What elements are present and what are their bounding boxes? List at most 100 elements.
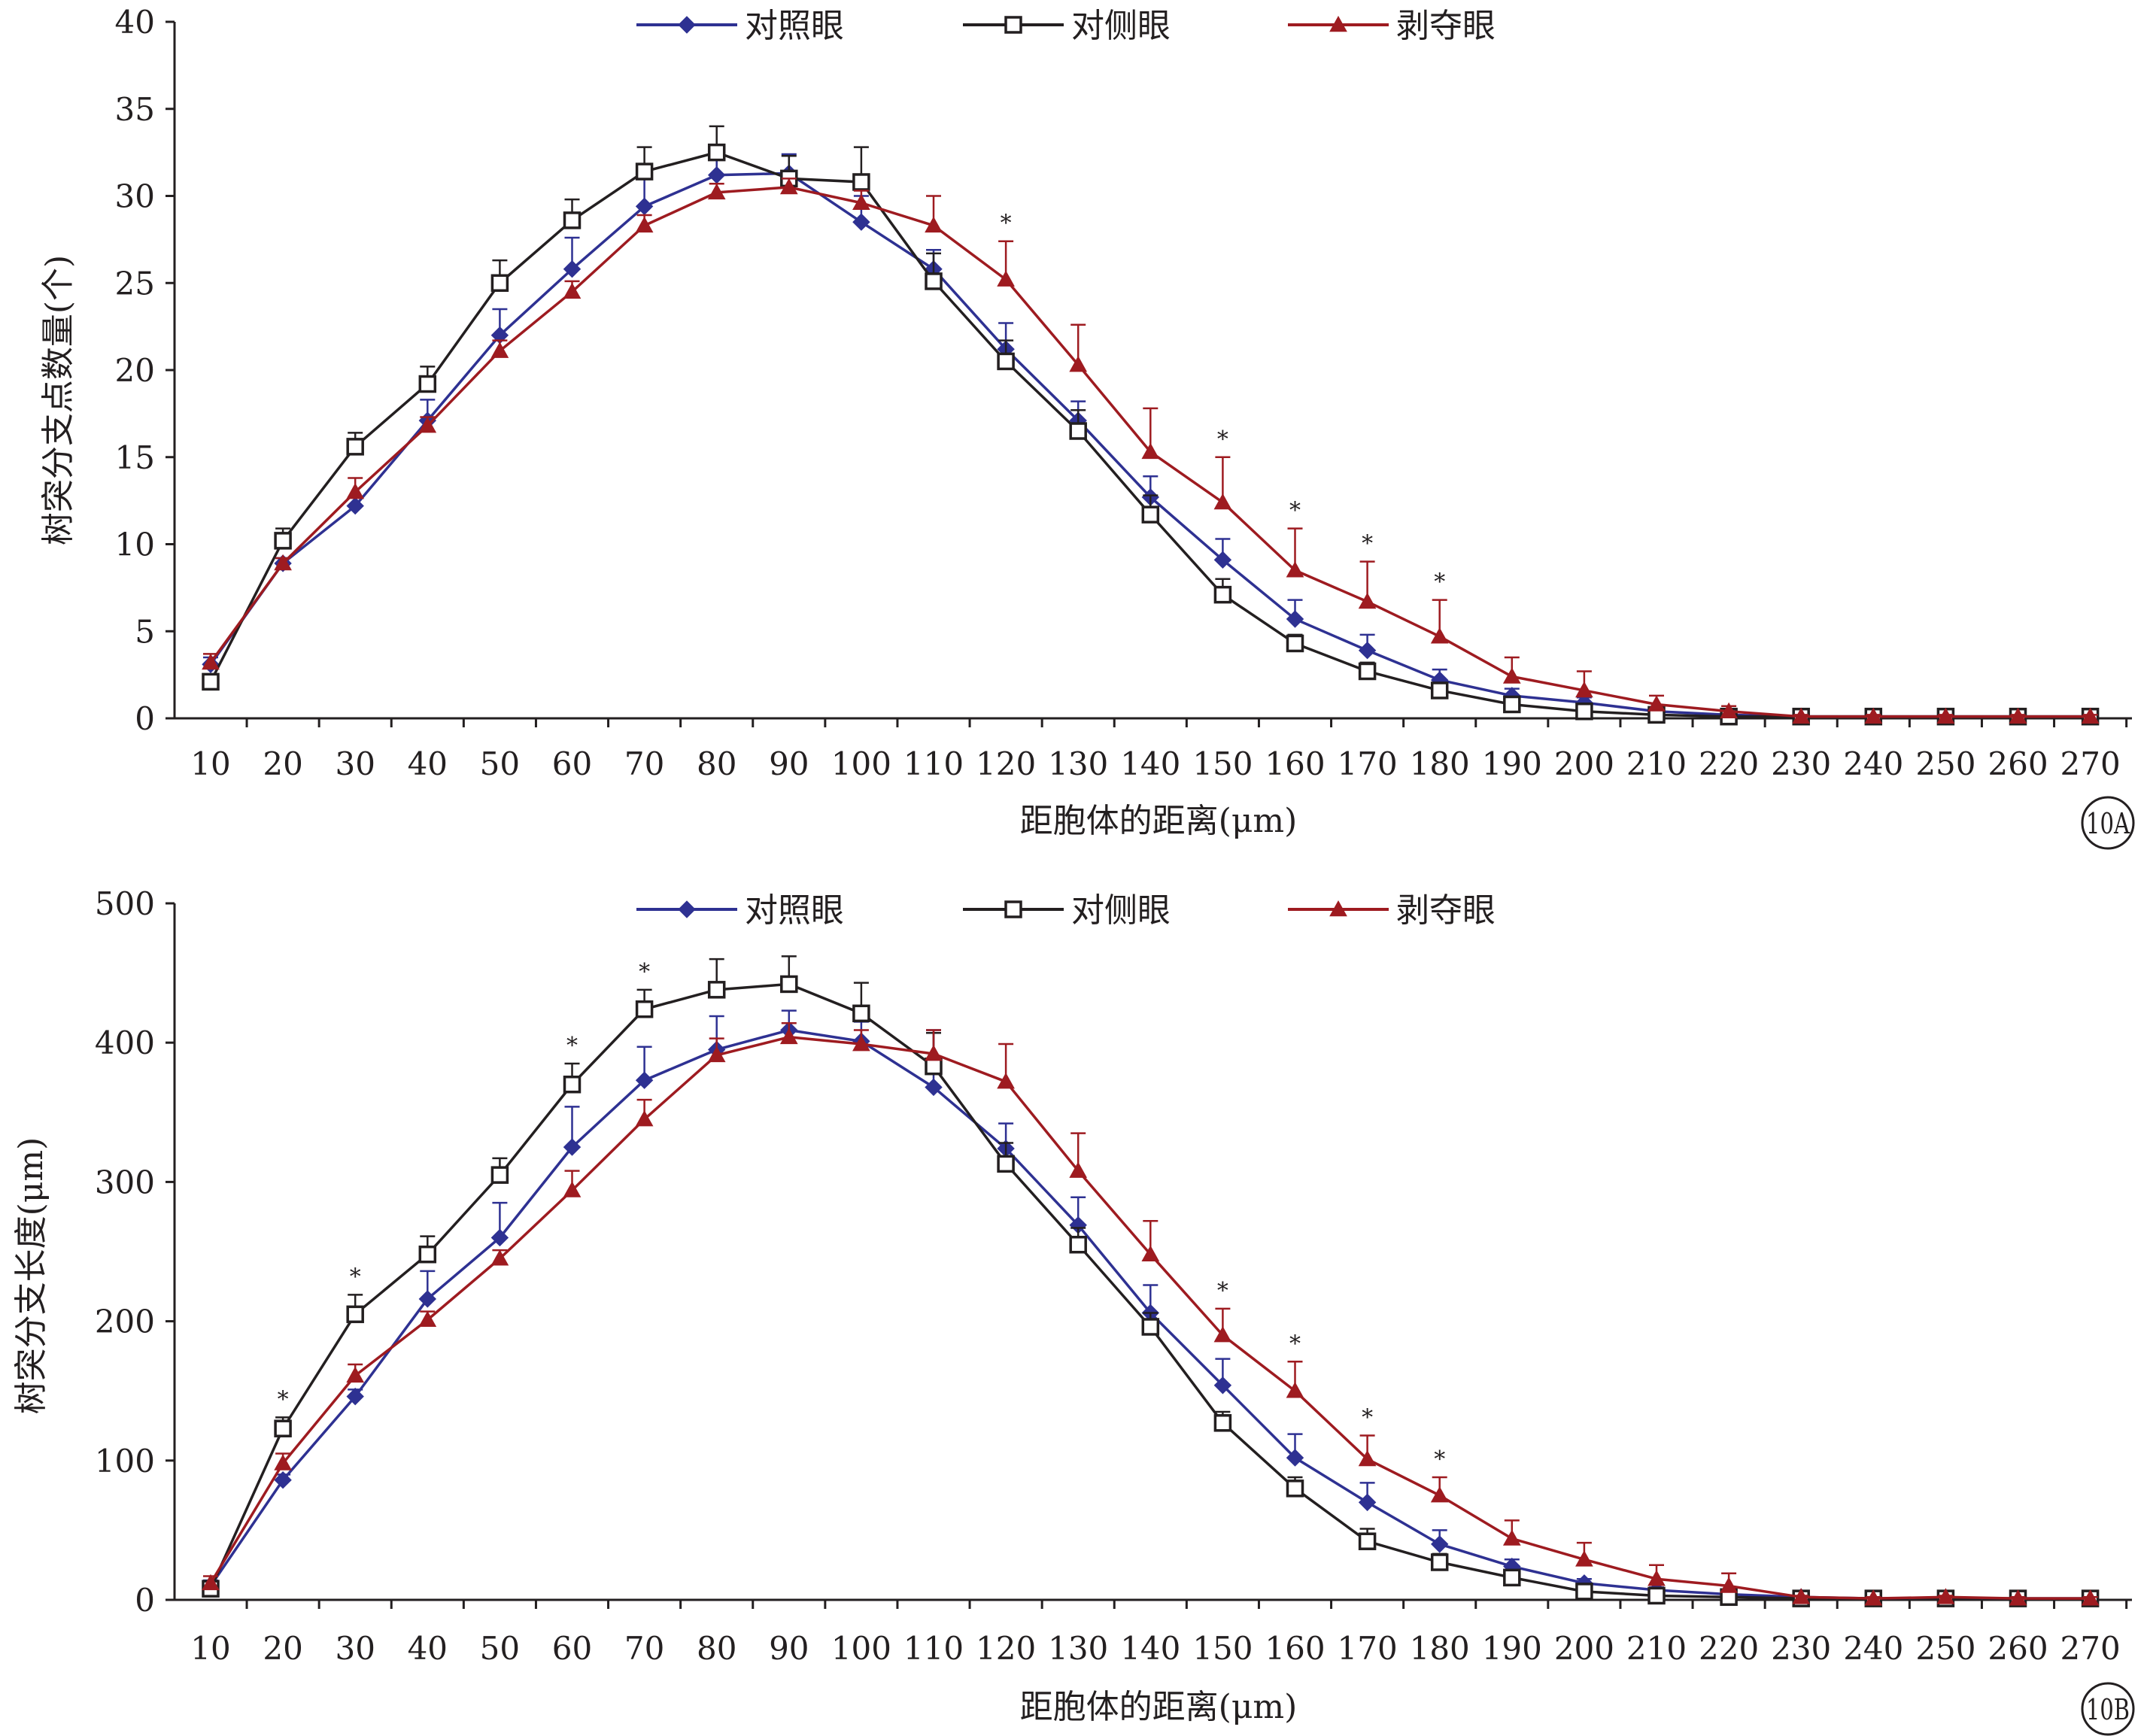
- x-tick-label: 30: [335, 745, 375, 782]
- y-tick-label: 300: [95, 1164, 155, 1200]
- data-point-contralateral: [1213, 585, 1232, 604]
- data-point-control: [418, 1290, 437, 1308]
- data-point-deprived: [1358, 1449, 1377, 1467]
- significance-star: *: [350, 1264, 361, 1290]
- legend-label-contralateral: 对侧眼: [1071, 7, 1171, 45]
- y-tick-label: 25: [115, 265, 155, 302]
- data-point-control: [1358, 1493, 1377, 1512]
- data-point-deprived: [202, 653, 220, 670]
- data-point-deprived: [418, 1310, 437, 1328]
- data-point-control: [1358, 642, 1377, 660]
- y-tick-label: 40: [115, 4, 155, 41]
- legend-marker-deprived: [1329, 900, 1347, 917]
- data-point-deprived: [1502, 1529, 1521, 1546]
- x-tick-label: 200: [1554, 745, 1614, 782]
- data-point-control: [346, 496, 364, 515]
- data-point-contralateral: [997, 1155, 1015, 1173]
- plot-area-10b: 0 100 200 300 400 500 10 20 30 40 50 60 70 80 90 100 110…: [95, 885, 2132, 1667]
- x-tick-label: 120: [976, 1630, 1036, 1667]
- data-point-contralateral: [418, 1245, 437, 1264]
- data-point-contralateral: [925, 272, 943, 290]
- data-point-deprived: [1286, 1382, 1304, 1398]
- x-tick-label: 40: [408, 1630, 448, 1667]
- legend-item-contralateral: 对侧眼: [963, 7, 1171, 45]
- data-point-deprived: [1430, 1486, 1449, 1503]
- series-contralateral-10a: [202, 125, 2100, 726]
- y-tick-label: 0: [135, 700, 155, 737]
- data-point-deprived: [997, 1073, 1015, 1089]
- significance-star: *: [1434, 569, 1445, 596]
- data-point-contralateral: [1575, 702, 1593, 721]
- x-tick-label: 20: [263, 745, 302, 782]
- data-point-deprived: [852, 1035, 870, 1052]
- legend-marker-contralateral: [1004, 900, 1022, 918]
- data-point-deprived: [1936, 707, 1955, 724]
- chart-panel-10b: 0 100 200 300 400 500 10 20 30 40 50 60 70 80 90 100 110…: [12, 885, 2135, 1736]
- x-tick-label: 200: [1554, 1630, 1614, 1667]
- data-point-control: [346, 1387, 364, 1406]
- data-point-contralateral: [346, 438, 364, 456]
- data-point-deprived: [635, 1110, 654, 1127]
- legend-marker-deprived: [1329, 900, 1347, 917]
- legend-marker-contralateral: [1004, 16, 1022, 34]
- data-point-deprived: [635, 216, 654, 233]
- legend-label-deprived: 剥夺眼: [1396, 891, 1496, 930]
- legend-item-deprived: 剥夺眼: [1288, 891, 1496, 930]
- data-point-control: [1213, 1376, 1232, 1395]
- x-tick-label: 70: [624, 745, 664, 782]
- x-tick-label: 110: [903, 745, 964, 782]
- significance-star: *: [1362, 531, 1373, 557]
- x-axis-title-10b: 距胞体的距离(μm): [1020, 1688, 1298, 1726]
- legend-marker-contralateral: [1004, 16, 1022, 34]
- data-point-deprived: [1358, 592, 1377, 609]
- data-point-deprived: [2081, 1589, 2100, 1606]
- x-tick-label: 60: [552, 1630, 592, 1667]
- legend-marker-control: [678, 900, 696, 918]
- x-tick-label: 230: [1771, 1630, 1831, 1667]
- data-point-deprived: [1792, 1588, 1811, 1604]
- data-point-deprived: [563, 282, 582, 299]
- x-tick-label: 240: [1843, 1630, 1903, 1667]
- y-tick-label: 30: [115, 178, 155, 215]
- significance-star: *: [1289, 1331, 1301, 1357]
- x-tick-label: 140: [1120, 745, 1180, 782]
- x-tick-label: 90: [769, 745, 809, 782]
- x-tick-label: 270: [2060, 1630, 2121, 1667]
- significance-star: *: [1362, 1404, 1373, 1431]
- x-tick-label: 150: [1192, 1630, 1253, 1667]
- y-tick-label: 15: [115, 439, 155, 476]
- legend-label-control: 对照眼: [745, 891, 844, 930]
- data-point-deprived: [490, 1249, 509, 1266]
- y-tick-label: 400: [95, 1024, 155, 1061]
- data-point-deprived: [1213, 493, 1232, 510]
- y-tick-label: 0: [135, 1582, 155, 1619]
- x-tick-label: 260: [1988, 1630, 2048, 1667]
- plot-area-10a: 0 5 10 15 20 25 30 35 40 10 20 30 40 50 60 70 80 90 100 110…: [115, 4, 2132, 782]
- legend-10a: 对照眼 对侧眼 剥夺眼: [636, 7, 1496, 45]
- y-tick-label: 100: [95, 1443, 155, 1480]
- x-tick-label: 120: [976, 745, 1036, 782]
- x-tick-label: 250: [1915, 1630, 1975, 1667]
- data-point-contralateral: [490, 274, 509, 292]
- data-point-control: [925, 1078, 943, 1097]
- data-point-control: [1430, 1535, 1449, 1553]
- data-point-deprived: [1069, 356, 1088, 372]
- y-tick-label: 20: [115, 352, 155, 389]
- data-point-contralateral: [925, 1057, 943, 1076]
- y-axis-title-10a: 树突分支点数量(个): [39, 255, 77, 545]
- y-tick-label: 10: [115, 527, 155, 563]
- data-point-contralateral: [707, 981, 726, 999]
- x-tick-label: 230: [1771, 745, 1831, 782]
- series-deprived-10a: [202, 178, 2100, 724]
- data-point-deprived: [1792, 707, 1811, 724]
- panel-tag-10b: 10B: [2081, 1682, 2135, 1736]
- data-point-control: [274, 1471, 292, 1489]
- significance-star: *: [278, 1386, 289, 1413]
- data-point-deprived: [997, 270, 1015, 287]
- x-tick-label: 20: [263, 1630, 302, 1667]
- data-point-contralateral: [1503, 1568, 1521, 1587]
- data-point-deprived: [1213, 1326, 1232, 1343]
- x-tick-label: 30: [335, 1630, 375, 1667]
- data-point-contralateral: [490, 1166, 509, 1184]
